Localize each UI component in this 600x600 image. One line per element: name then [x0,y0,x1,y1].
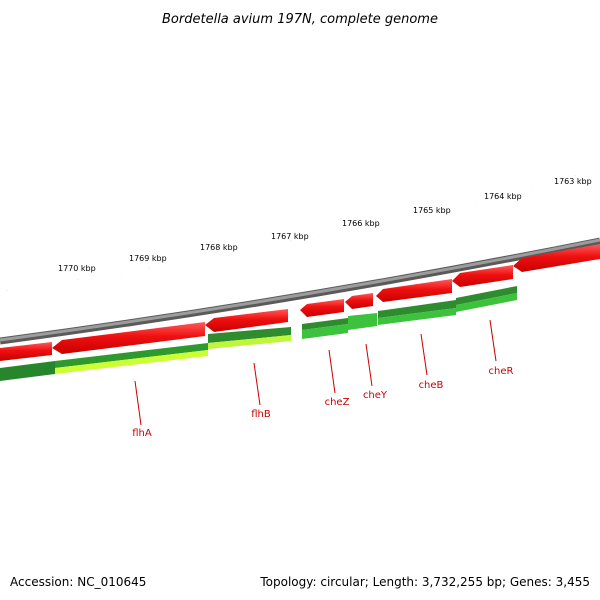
gene-label-cheb: cheB [419,380,444,391]
gene-block-forward [302,324,348,339]
gene-arrow-reverse [345,293,373,309]
gene-block-forward [302,318,348,330]
gene-arrow-reverse [513,244,600,272]
label-line-chez [328,349,336,394]
gene-block-forward [378,308,456,325]
label-line-chey [365,343,373,387]
scale-label-1764-kbp: 1764 kbp [484,192,522,201]
genome-backbone-highlight [0,238,600,342]
gene-arrow-reverse [376,279,452,302]
gene-labels: flhA flhB cheZ cheY cheB cheR [132,366,513,439]
gene-block-forward [208,327,291,343]
scale-label-1770-kbp: 1770 kbp [58,264,96,273]
label-line-cheb [420,333,428,376]
scale-label-1769-kbp: 1769 kbp [129,254,167,263]
gene-block-forward [0,361,55,381]
accession-text: Accession: NC_010645 [10,575,146,589]
gene-arrow-reverse [300,299,344,317]
label-line-cher [489,319,497,362]
gene-block-forward [456,286,517,305]
scale-labels: 1770 kbp 1769 kbp 1768 kbp 1767 kbp 1766… [58,177,592,273]
map-title: Bordetella avium 197N, complete genome [162,12,438,27]
gene-block-forward [348,313,377,330]
gene-label-cher: cheR [489,366,514,377]
gene-block-forward [378,300,456,318]
gene-block-forward [456,293,517,312]
gene-arrow-reverse [0,342,52,361]
gene-arrow-reverse [52,322,205,354]
scale-label-1767-kbp: 1767 kbp [271,232,309,241]
gene-arrow-reverse [205,309,288,332]
gene-block-forward [55,343,208,368]
gene-label-flha: flhA [132,428,152,439]
reverse-strand-genes [0,244,600,361]
gene-label-chey: cheY [363,390,388,401]
topology-text: Topology: circular; Length: 3,732,255 bp… [259,575,590,589]
gene-block-forward [55,350,208,374]
gene-label-lines [134,319,497,426]
gene-arrow-reverse [452,265,513,287]
gene-label-chez: cheZ [325,397,350,408]
gene-label-flhb: flhB [251,409,271,420]
scale-label-1766-kbp: 1766 kbp [342,219,380,228]
scale-label-1768-kbp: 1768 kbp [200,243,238,252]
label-line-flhb [253,362,261,406]
label-line-flha [134,380,142,426]
scale-label-1765-kbp: 1765 kbp [413,206,451,215]
forward-strand-genes [0,286,517,381]
scale-label-1763-kbp: 1763 kbp [554,177,592,186]
gene-block-forward [208,335,291,349]
